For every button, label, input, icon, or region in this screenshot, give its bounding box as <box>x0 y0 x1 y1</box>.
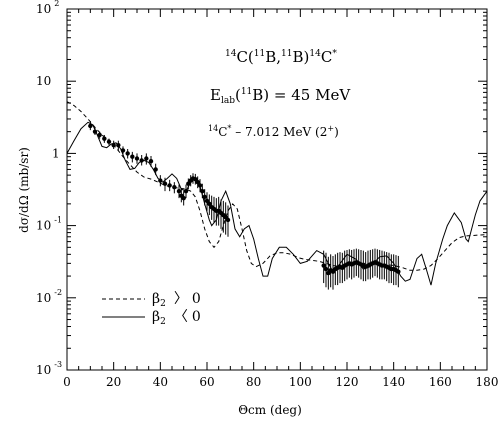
data-point <box>116 142 121 148</box>
reaction-label: 14C(11B,11B)14C* <box>225 48 337 66</box>
data-point <box>193 176 198 182</box>
data-point <box>172 185 177 190</box>
x-axis-title: Θcm (deg) <box>238 403 302 417</box>
data-point <box>111 142 116 148</box>
data-point <box>144 156 149 161</box>
data-point <box>186 181 191 186</box>
data-point <box>197 183 203 188</box>
data-point <box>200 188 205 194</box>
data-point <box>183 188 189 194</box>
data-point <box>153 167 158 172</box>
data-point <box>162 181 168 186</box>
data-point <box>176 188 182 194</box>
y-tick-label: 10 2 <box>36 0 59 16</box>
x-tick-label: 120 <box>336 375 359 389</box>
curves <box>66 101 488 286</box>
x-tick-label: 140 <box>382 375 405 389</box>
data-point <box>92 129 98 134</box>
y-tick-label: 10 -2 <box>36 288 62 305</box>
data-point <box>202 194 207 200</box>
legend: β2 〉 0 β2 〈 0 <box>102 291 201 327</box>
data-point <box>323 266 329 272</box>
y-axis-title: dσ/dΩ (mb/sr) <box>17 147 31 233</box>
x-tick-label: 160 <box>429 375 452 389</box>
data-point <box>97 132 102 138</box>
x-tick-label: 60 <box>199 375 214 389</box>
data-point <box>125 151 130 156</box>
y-tick-label: 10 -1 <box>36 216 62 233</box>
data-point <box>207 201 212 207</box>
data-point <box>130 154 135 159</box>
data-point <box>139 158 144 163</box>
data-point <box>195 179 200 185</box>
y-tick-label: 10 <box>36 74 51 88</box>
data-point <box>181 195 186 201</box>
y-tick-labels: 10-3 10-2 10 -1 1 10 10 2 <box>36 0 62 377</box>
data-point <box>106 139 112 144</box>
data-point <box>134 156 140 161</box>
legend-solid-label: β2 〈 0 <box>152 309 201 327</box>
x-tick-label: 180 <box>476 375 499 389</box>
data-points <box>88 121 401 290</box>
data-point <box>225 217 231 223</box>
data-point <box>148 158 154 164</box>
x-tick-label: 80 <box>246 375 261 389</box>
data-point <box>204 198 210 204</box>
x-tick-label: 100 <box>289 375 312 389</box>
x-tick-label: 20 <box>106 375 121 389</box>
y-tick-label: 10 -3 <box>36 360 62 377</box>
state-label: 14C* – 7.012 MeV (2+) <box>208 124 339 139</box>
data-point <box>321 263 326 268</box>
energy-label: Elab(11B) = 45 MeV <box>210 86 351 106</box>
data-point <box>158 178 163 183</box>
data-point <box>102 136 107 141</box>
data-point <box>167 183 172 188</box>
legend-dashed-label: β2 〉 0 <box>152 291 201 309</box>
x-tick-label: 40 <box>153 375 168 389</box>
x-tick-label: 0 <box>63 375 71 389</box>
x-tick-labels: 0 20 40 60 80 100 120 140 160 180 <box>63 375 498 389</box>
y-tick-label: 1 <box>52 146 60 160</box>
curve-beta2-negative <box>66 121 488 286</box>
data-point <box>120 148 126 153</box>
data-point <box>396 269 401 274</box>
data-point <box>88 123 93 129</box>
